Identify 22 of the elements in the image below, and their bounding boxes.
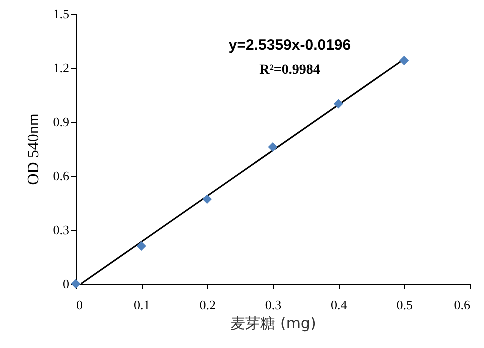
y-tick-label: 1.5 — [53, 6, 70, 22]
point — [202, 194, 212, 204]
point — [136, 241, 146, 251]
y-tick-label: 1.2 — [53, 60, 70, 76]
x-tick-label: 0.2 — [200, 298, 216, 312]
x-tick-label: 0.6 — [454, 298, 471, 312]
point — [400, 56, 410, 66]
x-tick-label: 0 — [76, 298, 83, 312]
annotation: y=2.5359x-0.0196 — [228, 37, 352, 54]
x-tick-label: 0.4 — [331, 298, 348, 312]
point — [334, 99, 344, 109]
y-tick-label: 0 — [63, 276, 70, 292]
x-tick-label: 0.5 — [396, 298, 413, 312]
y-tick-label: 0.9 — [53, 114, 70, 130]
y-axis-title: OD 540nm — [25, 113, 42, 186]
annotation: R²=0.9984 — [260, 63, 320, 78]
point — [268, 142, 278, 152]
x-axis-title: 麦芽糖 (mg) — [230, 314, 316, 332]
x-tick-label: 0.3 — [265, 298, 282, 312]
y-tick-label: 0.6 — [53, 168, 70, 184]
y-tick-label: 0.3 — [53, 222, 70, 238]
x-tick-label: 0.1 — [134, 298, 150, 312]
